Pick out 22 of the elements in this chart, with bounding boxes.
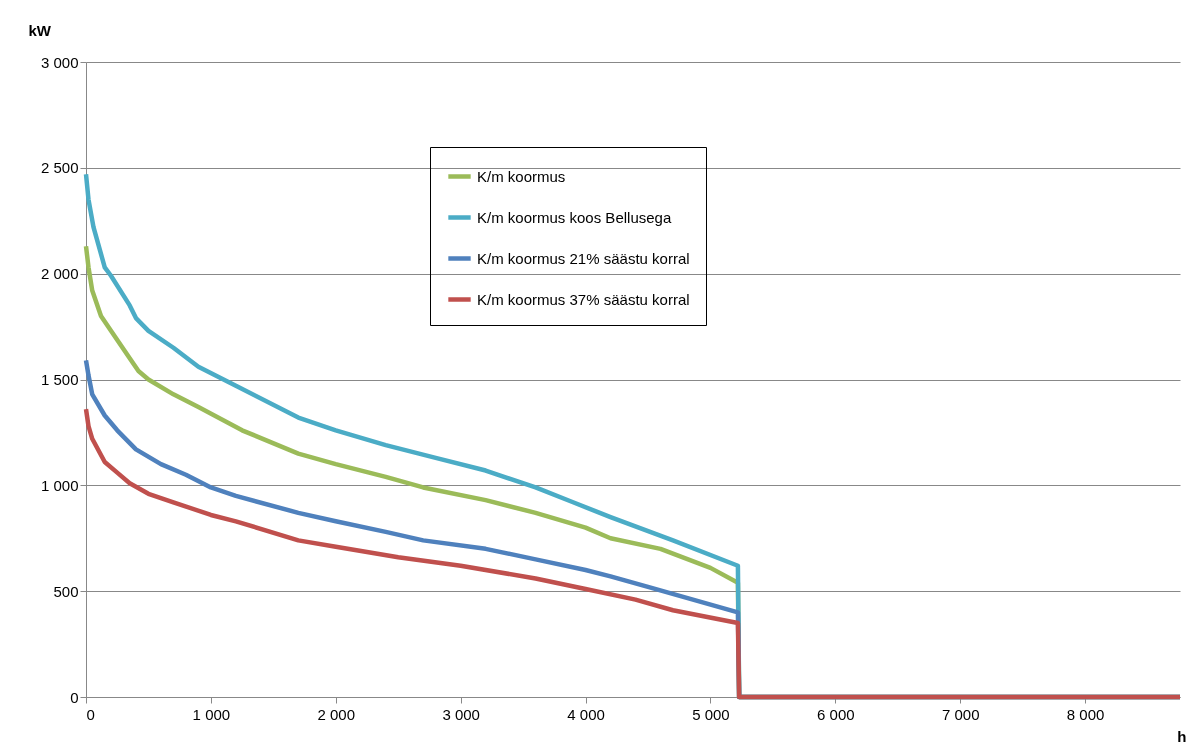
y-tick-label: 3 000 [40, 53, 79, 71]
y-tick-label: 2 500 [40, 159, 79, 177]
legend-label: K/m koormus koos Bellusega [477, 208, 672, 226]
y-tick-label: 1 000 [40, 476, 79, 494]
legend-label: K/m koormus 21% säästu korral [477, 249, 690, 267]
x-tick-label: 1 000 [192, 705, 231, 723]
x-tick-label: 5 000 [692, 705, 730, 723]
y-tick-label: 500 [53, 582, 79, 600]
legend-label: K/m koormus 37% säästu korral [477, 290, 690, 308]
x-axis-title: h [1177, 727, 1187, 742]
y-axis-title: kW [28, 21, 52, 39]
x-tick-label: 6 000 [817, 705, 855, 723]
y-tick-label: 1 500 [40, 371, 79, 388]
x-tick-label: 2 000 [317, 705, 356, 723]
x-tick-label: 0 [86, 705, 95, 723]
y-tick-label: 0 [70, 688, 79, 706]
x-tick-label: 3 000 [442, 705, 480, 723]
x-tick-label: 7 000 [941, 705, 980, 723]
x-tick-label: 4 000 [567, 705, 605, 723]
y-tick-label: 2 000 [40, 265, 79, 283]
x-tick-label: 8 000 [1066, 705, 1105, 723]
legend-label: K/m koormus [477, 167, 566, 185]
